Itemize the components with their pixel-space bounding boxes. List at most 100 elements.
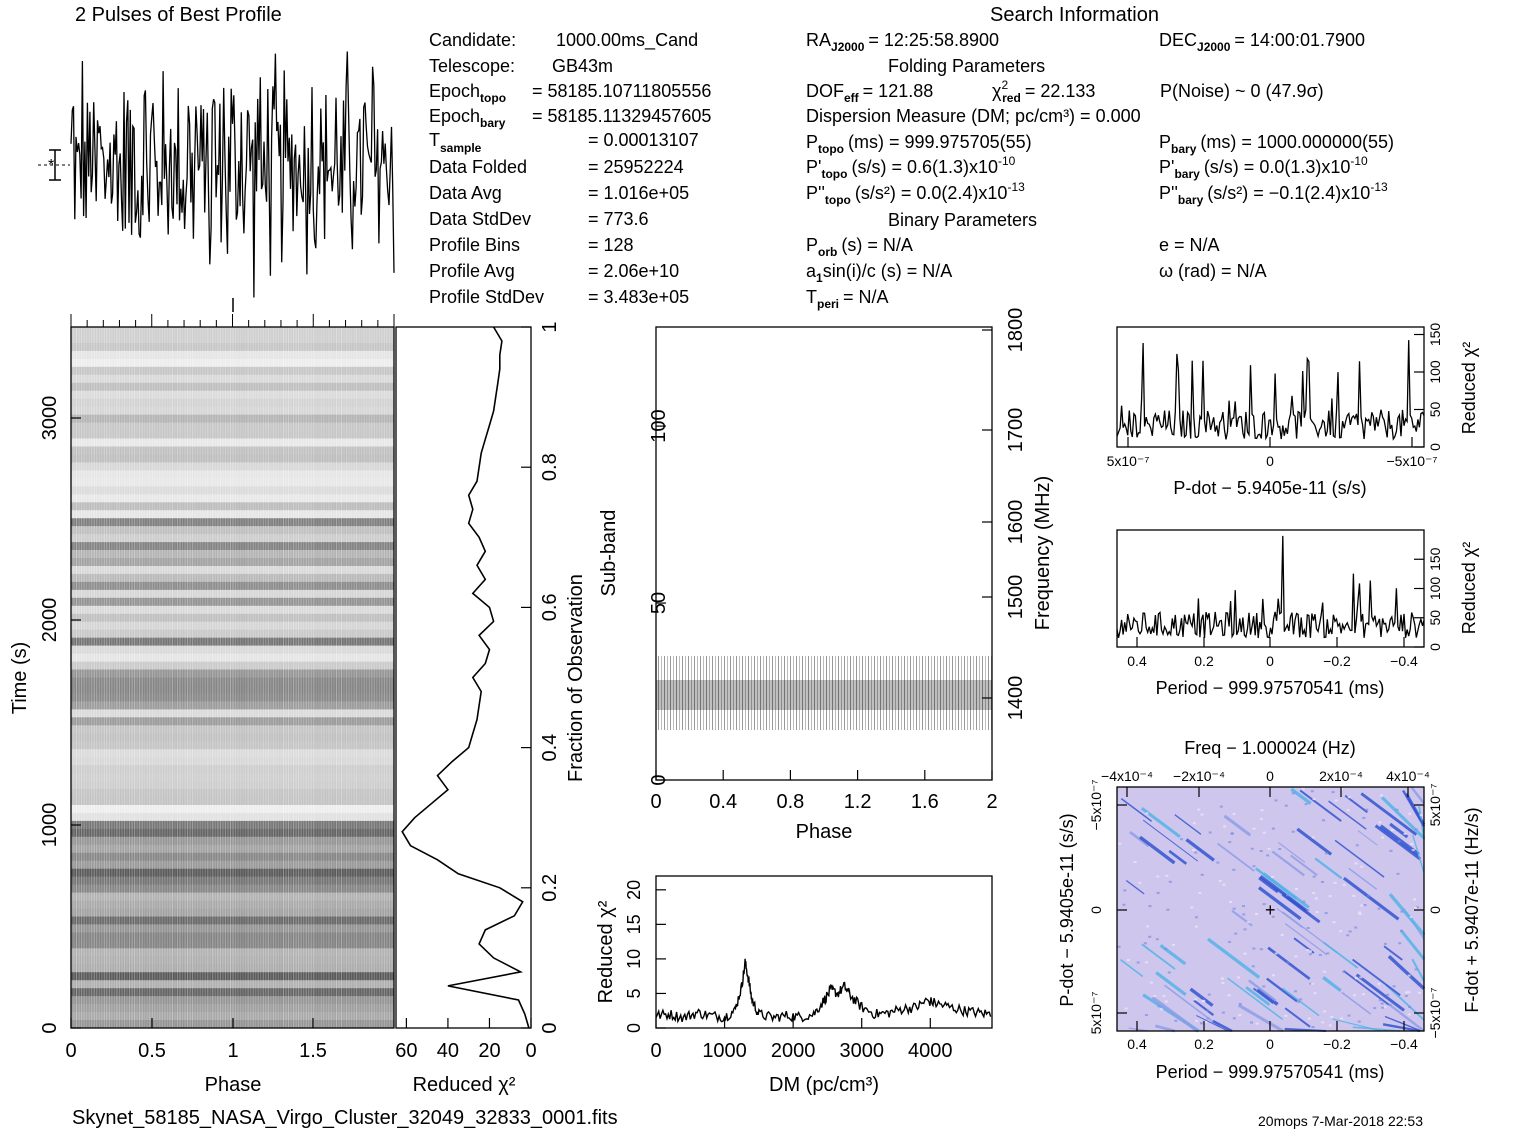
time-phase-column: [98, 327, 100, 1028]
redchi-fraction-plot: 60 40 20 0 0 0.2 0.4 0.6 0.8 1 Reduced χ² Fracti…: [395, 321, 587, 1096]
y-tick-label: 150: [1427, 547, 1443, 571]
p-pdot-speckle: [1278, 848, 1282, 850]
p-pdot-speckle: [1360, 904, 1364, 907]
time-phase-column: [257, 327, 259, 1028]
p-pdot-streak: [1348, 867, 1378, 891]
time-phase-column: [303, 327, 305, 1028]
time-phase-column: [386, 327, 388, 1028]
p-pdot-speckle: [1274, 952, 1278, 955]
time-phase-column: [325, 327, 327, 1028]
search-info-title: Search Information: [990, 4, 1159, 26]
time-phase-column: [323, 327, 325, 1028]
pp-period-axis-label: Period − 999.97570541 (ms): [1156, 1062, 1385, 1082]
time-phase-row: [71, 597, 394, 607]
filename-text: Skynet_58185_NASA_Virgo_Cluster_32049_32…: [72, 1107, 618, 1129]
p-pdot-speckle: [1354, 977, 1358, 980]
time-phase-column: [227, 327, 229, 1028]
p-pdot-best-marker: +: [1265, 900, 1276, 920]
time-phase-row: [71, 390, 394, 400]
dm-plot: 0 1000 2000 3000 4000 0 5 10 15 20 DM (pc/cm³) R…: [595, 875, 993, 1096]
data-stddev-value: = 773.6: [588, 209, 649, 229]
p-pdot-speckle: [1414, 968, 1418, 971]
p-pdot-speckle: [1355, 844, 1359, 847]
time-phase-column: [270, 327, 272, 1028]
time-phase-column: [346, 327, 348, 1028]
time-phase-row: [71, 996, 394, 1005]
time-phase-column: [373, 327, 375, 1028]
p-pdot-speckle: [1206, 1009, 1210, 1012]
period-plot: 0.4 0.2 0 −0.2 −0.4 0 50 100 150 Period − 999.9…: [1116, 529, 1479, 698]
pdot-bary-text: P'bary (s/s) = 0.0(1.3)x10-10: [1159, 154, 1368, 181]
p-pdot-speckle: [1252, 947, 1256, 950]
time-phase-column: [219, 327, 221, 1028]
p-pdot-streak: [1139, 835, 1176, 865]
x-tick-label: 1.5: [299, 1040, 327, 1062]
p-pdot-speckle: [1195, 925, 1198, 928]
p-pdot-streak: [1193, 999, 1215, 1016]
p-pdot-streak: [1278, 841, 1306, 863]
p-pdot-speckle: [1204, 1021, 1208, 1023]
time-phase-row: [71, 988, 394, 997]
time-phase-column: [353, 327, 355, 1028]
time-phase-column: [245, 327, 247, 1028]
time-phase-row: [71, 422, 394, 431]
p-pdot-speckle: [1313, 992, 1317, 995]
y-tick-label: 2000: [39, 598, 61, 643]
p-pdot-speckle: [1333, 881, 1337, 884]
p-pdot-speckle: [1408, 812, 1412, 815]
x-tick-label: 0.2: [1194, 653, 1214, 669]
time-phase-row: [71, 765, 394, 774]
time-phase-column: [93, 327, 95, 1028]
p-pdot-image: [1117, 786, 1426, 1033]
time-phase-row: [71, 836, 394, 846]
time-phase-column: [318, 327, 320, 1028]
time-phase-column: [106, 327, 108, 1028]
p-pdot-speckle: [1145, 812, 1149, 815]
x-tick-label: 0.4: [709, 791, 737, 813]
period-y-ticks: 0 50 100 150: [1414, 547, 1443, 651]
p-pdot-streak: [1334, 839, 1385, 878]
p-pdot-speckle: [1380, 794, 1384, 797]
freq-top-axis-label: Freq − 1.000024 (Hz): [1184, 738, 1356, 758]
p-pdot-speckle: [1126, 959, 1130, 962]
x-tick-label: −4x10⁻⁴: [1101, 768, 1153, 784]
time-phase-row: [71, 980, 394, 989]
dm-frame: [655, 875, 993, 1029]
candidate-value: 1000.00ms_Cand: [556, 30, 698, 51]
y-tick-label: 5x10⁻⁷: [1427, 784, 1443, 827]
p-pdot-speckle: [1144, 1014, 1148, 1017]
time-phase-row: [71, 558, 394, 567]
time-phase-column: [237, 327, 239, 1028]
time-phase-column: [391, 327, 393, 1028]
time-phase-row: [71, 462, 394, 471]
p-pdot-streak: [1163, 984, 1221, 1028]
time-phase-row: [71, 510, 394, 519]
time-phase-column: [267, 327, 269, 1028]
y-tick-label: 1000: [39, 803, 61, 848]
p-pdot-streak: [1399, 929, 1426, 961]
p-pdot-speckle: [1294, 955, 1298, 958]
time-phase-column: [247, 327, 249, 1028]
p-pdot-speckle: [1227, 994, 1231, 997]
p-pdot-speckle: [1157, 1005, 1161, 1008]
p-pdot-speckle: [1218, 879, 1222, 882]
p-pdot-speckle: [1324, 912, 1328, 915]
y-tick-label: 5: [624, 988, 644, 998]
time-phase-row: [71, 573, 394, 583]
time-phase-column: [336, 327, 337, 1028]
time-phase-column: [101, 327, 103, 1028]
time-phase-row: [71, 430, 394, 439]
y-tick-label: 1500: [1005, 575, 1027, 620]
time-phase-row: [71, 725, 394, 734]
time-phase-column: [141, 327, 143, 1028]
dm-x-ticks: 0 1000 2000 3000 4000: [650, 1018, 953, 1062]
x-tick-label: 0.5: [138, 1040, 166, 1062]
time-phase-row: [71, 852, 394, 862]
porb-text: Porb (s) = N/A: [806, 235, 913, 259]
subband-phase-frame: [655, 326, 993, 781]
p-pdot-speckle: [1251, 965, 1255, 968]
time-phase-column: [300, 327, 302, 1028]
time-phase-row: [71, 1012, 394, 1021]
time-phase-column: [363, 327, 365, 1028]
p-pdot-streak: [1227, 977, 1284, 1021]
